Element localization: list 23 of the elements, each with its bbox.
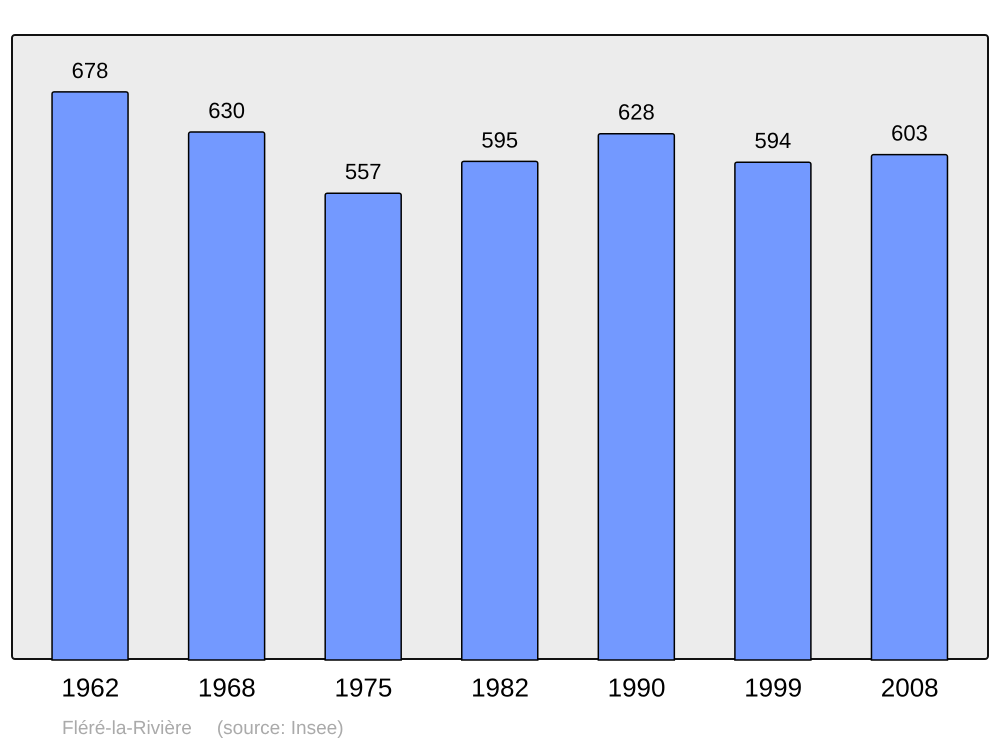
bar: [734, 161, 812, 661]
x-tick-label: 1990: [608, 672, 666, 702]
bar: [598, 132, 676, 661]
data-label: 678: [72, 58, 108, 83]
data-label: 628: [618, 100, 655, 125]
x-tick-label: 1975: [334, 672, 392, 702]
bar: [51, 91, 129, 661]
bar: [324, 192, 402, 661]
data-label: 594: [754, 128, 792, 154]
x-tick-label: 1999: [744, 672, 802, 702]
x-tick-label: 1968: [198, 672, 256, 702]
x-tick-label: 1962: [61, 672, 120, 702]
text: Fléré-la-Rivière: [62, 718, 192, 739]
data-label: 595: [481, 127, 518, 152]
data-label: 603: [891, 120, 928, 146]
x-tick-label: 2008: [880, 672, 939, 702]
data-label: 557: [344, 159, 382, 184]
data-label: 630: [208, 98, 245, 124]
bar: [461, 160, 539, 661]
text: (source: Insee): [216, 718, 344, 739]
bar: [870, 154, 948, 661]
bar: [188, 131, 266, 661]
x-tick-label: 1982: [471, 672, 529, 702]
